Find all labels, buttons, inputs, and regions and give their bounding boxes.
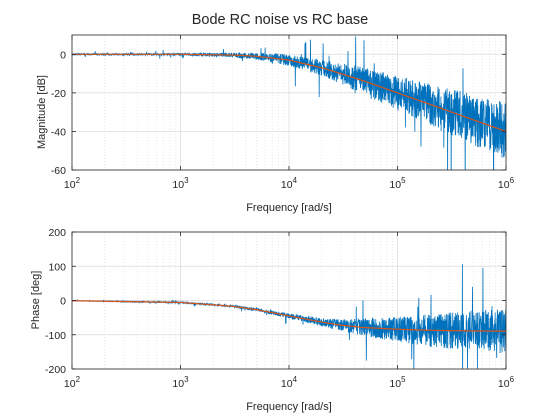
magnitude-axes-frame	[71, 34, 507, 171]
phase-x-axis-label: Frequency [rad/s]	[246, 401, 332, 413]
phase-axes-frame	[71, 231, 507, 370]
x-tick-label: 103	[172, 375, 189, 390]
phase-base-series	[72, 300, 506, 332]
magnitude-y-axis-label: Magnitude [dB]	[36, 75, 48, 149]
phase-axes: -200 -100 0 100 200 102 103 104 105 106 Phase [d…	[30, 227, 515, 413]
x-tick-label: 104	[281, 375, 298, 390]
x-tick-label: 105	[389, 375, 406, 390]
x-tick-label: 102	[64, 176, 81, 191]
x-tick-label: 104	[281, 176, 298, 191]
phase-y-tick-labels: -200 -100 0 100 200	[45, 227, 66, 376]
x-tick-label: 106	[498, 176, 515, 191]
y-tick-label: -200	[45, 364, 66, 376]
y-tick-label: -100	[45, 330, 66, 342]
phase-x-tick-labels: 102 103 104 105 106	[64, 375, 515, 390]
y-tick-label: 200	[48, 227, 66, 239]
x-tick-label: 102	[64, 375, 81, 390]
x-tick-label: 106	[498, 375, 515, 390]
y-tick-label: -40	[51, 126, 66, 138]
x-tick-label: 105	[389, 176, 406, 191]
y-tick-label: 0	[60, 296, 66, 308]
magnitude-y-tick-labels: -60 -40 -20 0	[51, 49, 66, 177]
magnitude-x-axis-label: Frequency [rad/s]	[246, 202, 332, 214]
base-response-line	[72, 53, 506, 132]
x-tick-label: 103	[172, 176, 189, 191]
phase-y-axis-label: Phase [deg]	[30, 271, 42, 330]
y-tick-label: 0	[60, 49, 66, 61]
base-response-line	[72, 300, 506, 332]
magnitude-x-tick-labels: 102 103 104 105 106	[64, 176, 515, 191]
y-tick-label: -20	[51, 88, 66, 100]
magnitude-axes: -60 -40 -20 0 102 103 104 105 106 Magnitude [dB…	[36, 34, 515, 214]
y-tick-label: -60	[51, 165, 66, 177]
y-tick-label: 100	[48, 261, 66, 273]
figure-title: Bode RC noise vs RC base	[192, 12, 369, 28]
magnitude-base-series	[72, 53, 506, 132]
